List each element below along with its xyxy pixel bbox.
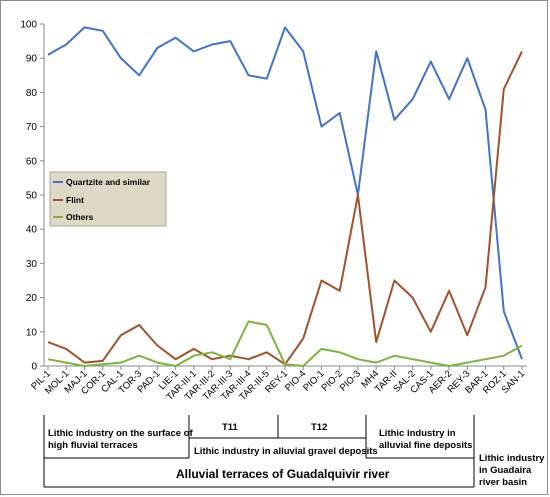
series-layer bbox=[47, 26, 523, 367]
y-tick-label: 70 bbox=[26, 122, 38, 133]
group-guadaira-line1: Lithic industry bbox=[479, 453, 545, 464]
y-tick-label: 10 bbox=[26, 327, 38, 338]
y-tick-label: 30 bbox=[26, 259, 38, 270]
group-surface-line2: high fluvial terraces bbox=[48, 440, 138, 451]
group-fine-line1: Lithic industry in bbox=[379, 428, 456, 439]
y-tick-label: 60 bbox=[26, 156, 38, 167]
y-tick-label: 100 bbox=[20, 20, 37, 31]
y-tick-label: 20 bbox=[26, 293, 38, 304]
group-guadalquivir: Alluvial terraces of Guadalquivir river bbox=[176, 467, 390, 481]
group-t11: T11 bbox=[222, 422, 239, 433]
group-guadaira-line2: in Guadaira bbox=[479, 465, 532, 476]
legend-label-others: Others bbox=[66, 212, 94, 222]
series-line-quartzite bbox=[47, 26, 523, 360]
y-tick-label: 90 bbox=[26, 54, 38, 65]
legend: Quartzite and similar Flint Others bbox=[49, 171, 167, 227]
legend-label-quartzite: Quartzite and similar bbox=[66, 177, 151, 187]
group-annotations bbox=[43, 415, 475, 488]
x-tick-labels: PIL-1MOL-1MAJ-1COR-1CAL-1TOR-3PAD-1LIE-1… bbox=[29, 366, 527, 403]
group-surface-line1: Lithic industry on the surface of bbox=[48, 428, 193, 439]
series-line-others bbox=[47, 320, 523, 367]
group-guadaira-line3: river basin bbox=[479, 477, 527, 488]
legend-box bbox=[49, 171, 167, 227]
y-tick-labels: 0 10 20 30 40 50 60 70 80 90 100 bbox=[20, 20, 44, 373]
y-tick-label: 40 bbox=[26, 225, 38, 236]
group-fine-line2: alluvial fine deposits bbox=[379, 440, 472, 451]
group-t12: T12 bbox=[311, 422, 327, 433]
legend-label-flint: Flint bbox=[66, 195, 84, 205]
x-tick-label: PIO-3 bbox=[338, 368, 363, 393]
y-tick-label: 0 bbox=[31, 362, 37, 373]
y-tick-label: 80 bbox=[26, 88, 38, 99]
group-gravel: Lithic industry in alluvial gravel depos… bbox=[194, 446, 378, 457]
y-tick-label: 50 bbox=[26, 191, 38, 202]
